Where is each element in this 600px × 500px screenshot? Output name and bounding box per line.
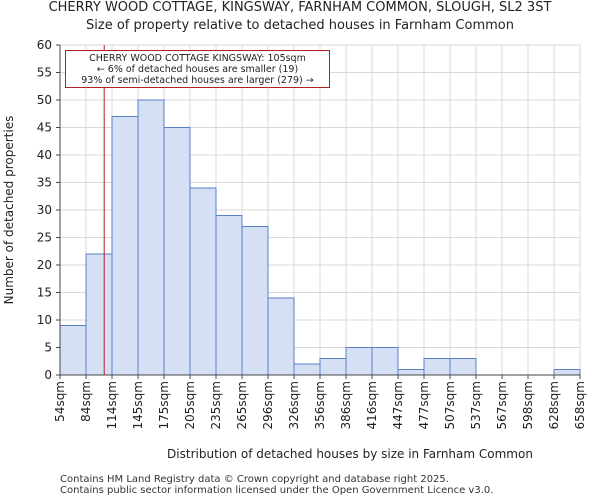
x-tick-label: 537sqm xyxy=(469,381,483,429)
bar xyxy=(137,99,165,376)
y-tick-label: 50 xyxy=(37,93,52,107)
x-tick-label: 114sqm xyxy=(105,381,119,429)
bar xyxy=(423,358,451,376)
bar xyxy=(397,369,425,376)
x-tick-label: 84sqm xyxy=(79,381,93,422)
x-tick-label: 447sqm xyxy=(391,381,405,429)
x-tick-label: 175sqm xyxy=(157,381,171,429)
x-tick-label: 416sqm xyxy=(365,381,379,429)
x-tick-label: 145sqm xyxy=(131,381,145,429)
bar xyxy=(85,253,113,376)
footer-licence: Contains public sector information licen… xyxy=(60,485,494,496)
y-tick-label: 60 xyxy=(37,38,52,52)
bar xyxy=(371,347,399,376)
y-tick-label: 35 xyxy=(37,176,52,190)
bar xyxy=(59,325,87,376)
bar xyxy=(293,363,321,376)
x-tick-label: 296sqm xyxy=(261,381,275,429)
x-tick-label: 567sqm xyxy=(495,381,509,429)
x-tick-label: 598sqm xyxy=(521,381,535,429)
x-tick-label: 235sqm xyxy=(209,381,223,429)
bar xyxy=(267,297,295,376)
chart-subtitle: Size of property relative to detached ho… xyxy=(86,18,514,33)
x-tick-label: 205sqm xyxy=(183,381,197,429)
bar xyxy=(241,226,269,376)
y-tick-label: 0 xyxy=(44,368,52,382)
y-tick-label: 45 xyxy=(37,121,52,135)
annotation-line-2: ← 6% of detached houses are smaller (19) xyxy=(96,64,299,75)
x-tick-label: 265sqm xyxy=(235,381,249,429)
y-tick-label: 5 xyxy=(44,341,52,355)
x-tick-label: 356sqm xyxy=(313,381,327,429)
x-ticks: 54sqm 84sqm 114sqm 145sqm 175sqm 205sqm 235sqm… xyxy=(53,375,587,429)
x-tick-label: 507sqm xyxy=(443,381,457,429)
y-tick-label: 40 xyxy=(37,148,52,162)
bar xyxy=(111,116,139,376)
y-tick-label: 25 xyxy=(37,231,52,245)
chart-title: CHERRY WOOD COTTAGE, KINGSWAY, FARNHAM C… xyxy=(48,0,552,15)
y-tick-label: 15 xyxy=(37,286,52,300)
bar xyxy=(189,187,217,376)
footer-copyright: Contains HM Land Registry data © Crown c… xyxy=(60,474,449,485)
y-tick-label: 10 xyxy=(37,313,52,327)
annotation-line-1: CHERRY WOOD COTTAGE KINGSWAY: 105sqm xyxy=(89,53,306,64)
bar xyxy=(449,358,477,376)
y-tick-label: 20 xyxy=(37,258,52,272)
bar xyxy=(553,369,581,376)
annotation-line-3: 93% of semi-detached houses are larger (… xyxy=(81,75,314,86)
x-tick-label: 54sqm xyxy=(53,381,67,422)
bar xyxy=(319,358,347,376)
x-tick-label: 477sqm xyxy=(417,381,431,429)
y-axis-label: Number of detached properties xyxy=(2,116,16,305)
x-tick-label: 658sqm xyxy=(573,381,587,429)
x-tick-label: 386sqm xyxy=(339,381,353,429)
bar xyxy=(345,347,373,376)
y-tick-label: 55 xyxy=(37,66,52,80)
annotation-box: CHERRY WOOD COTTAGE KINGSWAY: 105sqm ← 6… xyxy=(65,50,330,88)
bar xyxy=(215,215,243,376)
x-axis-label: Distribution of detached houses by size … xyxy=(167,447,533,461)
bars xyxy=(59,99,581,376)
y-tick-label: 30 xyxy=(37,203,52,217)
x-tick-label: 628sqm xyxy=(547,381,561,429)
bar xyxy=(163,127,191,376)
x-tick-label: 326sqm xyxy=(287,381,301,429)
y-ticks: 0 5 10 15 20 25 30 35 40 45 50 55 60 xyxy=(37,38,60,382)
